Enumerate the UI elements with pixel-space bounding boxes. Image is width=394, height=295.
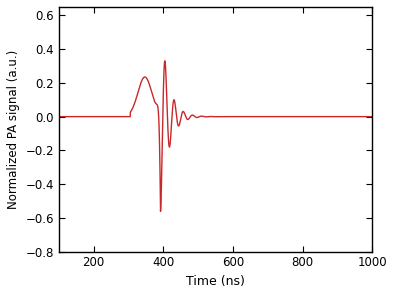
X-axis label: Time (ns): Time (ns)	[186, 275, 245, 288]
Y-axis label: Normalized PA signal (a.u.): Normalized PA signal (a.u.)	[7, 50, 20, 209]
